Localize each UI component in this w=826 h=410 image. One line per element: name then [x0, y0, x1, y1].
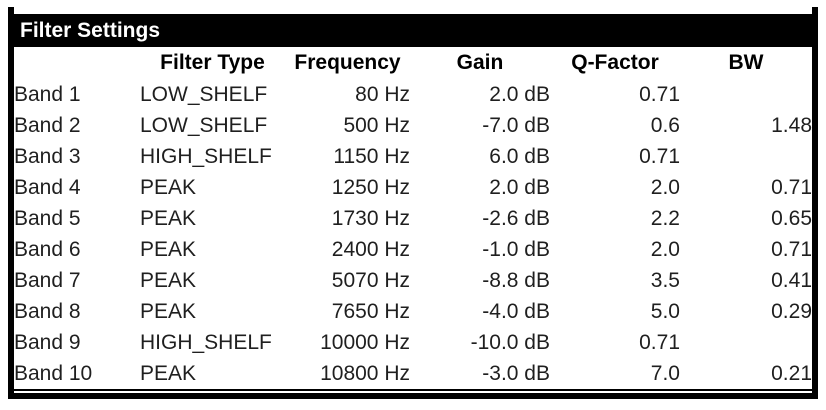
cell-q-factor: 2.2: [650, 206, 680, 230]
cell-gain: -1.0 dB: [482, 237, 550, 261]
table-row: Band 1 LOW_SHELF 80 Hz 2.0 dB 0.71: [14, 79, 812, 110]
column-header-gain: Gain: [456, 51, 504, 74]
cell-filter-type: PEAK: [140, 175, 197, 199]
cell-band: Band 9: [14, 330, 81, 354]
cell-filter-type: LOW_SHELF: [140, 113, 268, 137]
header-row: Filter Type Frequency Gain Q-Factor BW: [14, 47, 812, 79]
table-row: Band 6 PEAK 2400 Hz -1.0 dB 2.0 0.71: [14, 234, 812, 265]
cell-q-factor: 5.0: [650, 299, 680, 323]
cell-q-factor: 7.0: [550, 358, 680, 391]
column-header-filter-type: Filter Type: [160, 51, 265, 74]
cell-frequency: 1150 Hz: [333, 144, 410, 168]
table-row: Band 4 PEAK 1250 Hz 2.0 dB 2.0 0.71: [14, 172, 812, 203]
cell-frequency: 5070 Hz: [331, 268, 410, 292]
column-header-q-factor: Q-Factor: [571, 51, 659, 74]
column-header-band: [14, 47, 140, 79]
cell-band: Band 5: [14, 206, 81, 230]
cell-gain: 6.0 dB: [489, 144, 550, 168]
cell-q-factor: 2.0: [650, 175, 680, 199]
cell-bw: [680, 141, 812, 172]
cell-frequency: 1250 Hz: [331, 175, 410, 199]
cell-filter-type: PEAK: [140, 237, 197, 261]
cell-gain: -4.0 dB: [482, 299, 550, 323]
cell-q-factor: 0.71: [639, 82, 680, 106]
cell-frequency: 10800 Hz: [285, 358, 410, 391]
cell-frequency: 500 Hz: [343, 113, 410, 137]
cell-band: Band 8: [14, 299, 81, 323]
cell-q-factor: 2.0: [650, 237, 680, 261]
cell-band: Band 6: [14, 237, 81, 261]
table-title: Filter Settings: [20, 18, 161, 42]
cell-frequency: 7650 Hz: [331, 299, 410, 323]
cell-filter-type: PEAK: [140, 206, 197, 230]
cell-gain: -3.0 dB: [410, 358, 550, 391]
cell-band: Band 7: [14, 268, 81, 292]
cell-bw: [680, 327, 812, 358]
cell-frequency: 2400 Hz: [331, 237, 410, 261]
cell-q-factor: 0.71: [639, 330, 680, 354]
cell-frequency: 10000 Hz: [320, 330, 410, 354]
cell-gain: -8.8 dB: [482, 268, 550, 292]
cell-frequency: 1730 Hz: [331, 206, 410, 230]
table-row: Band 3 HIGH_SHELF 1150 Hz 6.0 dB 0.71: [14, 141, 812, 172]
table-row: Band 8 PEAK 7650 Hz -4.0 dB 5.0 0.29: [14, 296, 812, 327]
cell-band: Band 10: [14, 358, 140, 391]
table-row: Band 10 PEAK 10800 Hz -3.0 dB 7.0 0.21: [14, 358, 812, 391]
cell-bw: 0.29: [771, 299, 812, 323]
settings-grid: Filter Type Frequency Gain Q-Factor BW B…: [14, 47, 812, 391]
cell-gain: 2.0 dB: [489, 82, 550, 106]
column-header-bw: BW: [728, 51, 764, 74]
cell-filter-type: PEAK: [140, 299, 197, 323]
cell-gain: -10.0 dB: [470, 330, 550, 354]
cell-band: Band 3: [14, 144, 81, 168]
cell-q-factor: 3.5: [650, 268, 680, 292]
cell-q-factor: 0.71: [639, 144, 680, 168]
cell-bw: 0.65: [771, 206, 812, 230]
cell-bw: [680, 79, 812, 110]
cell-filter-type: HIGH_SHELF: [140, 330, 272, 354]
cell-filter-type: HIGH_SHELF: [140, 144, 272, 168]
cell-bw: 1.48: [771, 113, 812, 137]
cell-bw: 0.71: [771, 175, 812, 199]
column-header-frequency: Frequency: [294, 51, 401, 74]
table-title-bar: Filter Settings: [14, 14, 812, 47]
table-row: Band 7 PEAK 5070 Hz -8.8 dB 3.5 0.41: [14, 265, 812, 296]
title-gap: [14, 7, 812, 14]
cell-band: Band 2: [14, 113, 81, 137]
table-row: Band 9 HIGH_SHELF 10000 Hz -10.0 dB 0.71: [14, 327, 812, 358]
cell-filter-type: PEAK: [140, 358, 285, 391]
filter-settings-table: Filter Settings Filter Type Frequency Ga…: [8, 7, 818, 399]
cell-band: Band 1: [14, 82, 81, 106]
cell-q-factor: 0.6: [650, 113, 680, 137]
table-row: Band 2 LOW_SHELF 500 Hz -7.0 dB 0.6 1.48: [14, 110, 812, 141]
cell-bw: 0.71: [771, 237, 812, 261]
cell-gain: -7.0 dB: [482, 113, 550, 137]
cell-filter-type: PEAK: [140, 268, 197, 292]
cell-filter-type: LOW_SHELF: [140, 82, 268, 106]
cell-bw: 0.41: [771, 268, 812, 292]
cell-band: Band 4: [14, 175, 81, 199]
cell-frequency: 80 Hz: [355, 82, 410, 106]
cell-gain: -2.6 dB: [482, 206, 550, 230]
table-row: Band 5 PEAK 1730 Hz -2.6 dB 2.2 0.65: [14, 203, 812, 234]
cell-gain: 2.0 dB: [489, 175, 550, 199]
cell-bw: 0.21: [680, 358, 812, 391]
